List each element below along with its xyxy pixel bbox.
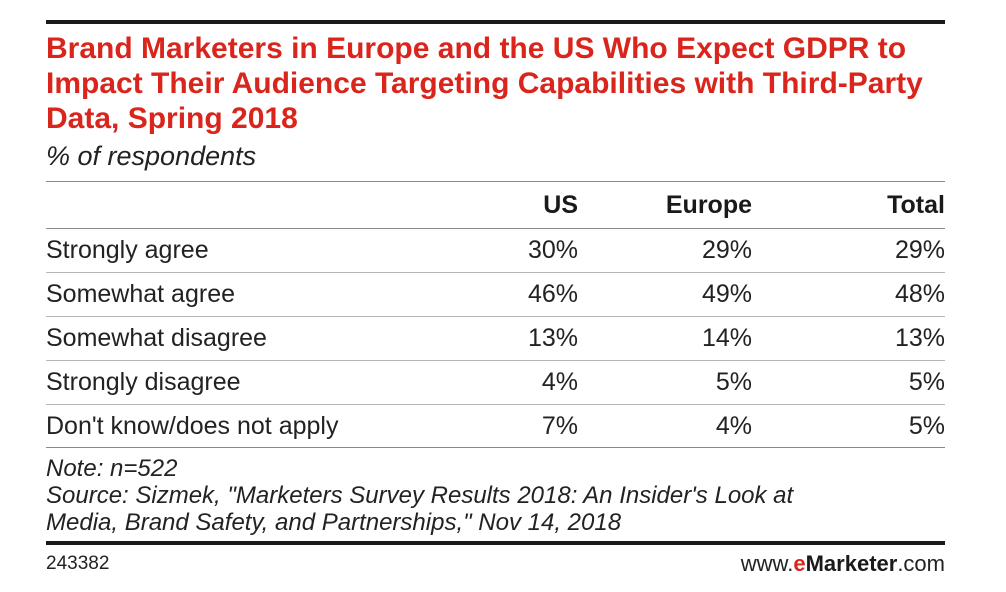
cell-total: 29% bbox=[752, 228, 945, 273]
data-table: US Europe Total Strongly agree 30% 29% 2… bbox=[46, 183, 945, 448]
cell-europe: 5% bbox=[578, 360, 752, 405]
row-label: Somewhat agree bbox=[46, 272, 526, 317]
chart-title: Brand Marketers in Europe and the US Who… bbox=[46, 32, 923, 135]
brand-e: e bbox=[793, 551, 806, 576]
cell-us: 7% bbox=[541, 412, 578, 440]
table-bottom-rule bbox=[46, 447, 945, 448]
chart-subtitle: % of respondents bbox=[46, 141, 257, 171]
cell-us: 13% bbox=[526, 316, 578, 361]
chart-id: 243382 bbox=[46, 553, 110, 574]
cell-total: 5% bbox=[752, 360, 945, 405]
cell-europe: 14% bbox=[578, 316, 752, 361]
column-header-us: US bbox=[526, 183, 578, 229]
row-label: Strongly agree bbox=[46, 228, 526, 273]
column-header-total: Total bbox=[752, 183, 945, 229]
table-header-row: US Europe Total bbox=[46, 183, 945, 229]
brand-name: Marketer bbox=[805, 551, 898, 576]
source-text-line2: Media, Brand Safety, and Partnerships," … bbox=[46, 509, 622, 536]
cell-us: 30% bbox=[526, 228, 578, 273]
chart-frame: Brand Marketers in Europe and the US Who… bbox=[46, 0, 945, 592]
cell-europe: 29% bbox=[578, 228, 752, 273]
table-row: Strongly agree 30% 29% 29% bbox=[46, 228, 945, 273]
footer-rule bbox=[46, 541, 945, 545]
cell-total: 48% bbox=[752, 272, 945, 317]
cell-us: 4% bbox=[526, 360, 578, 405]
brand-suffix: .com bbox=[897, 551, 945, 576]
cell-total: 13% bbox=[752, 316, 945, 361]
cell-total: 5% bbox=[908, 412, 945, 440]
note-text: Note: n=522 bbox=[46, 455, 178, 482]
row-label: Somewhat disagree bbox=[46, 316, 526, 361]
cell-europe: 4% bbox=[715, 412, 752, 440]
cell-us: 46% bbox=[526, 272, 578, 317]
header-rule bbox=[46, 181, 945, 182]
notes-block: Note: n=522 Source: Sizmek, "Marketers S… bbox=[46, 455, 945, 536]
table-row: Somewhat agree 46% 49% 48% bbox=[46, 272, 945, 317]
source-text-line1: Source: Sizmek, "Marketers Survey Result… bbox=[46, 482, 794, 509]
row-label: Don't know/does not apply bbox=[46, 412, 339, 440]
brand-prefix: www. bbox=[740, 551, 794, 576]
cell-europe: 49% bbox=[578, 272, 752, 317]
table-row: Strongly disagree 4% 5% 5% bbox=[46, 360, 945, 405]
top-rule bbox=[46, 20, 945, 24]
header-label-cell bbox=[46, 183, 526, 229]
brand-logo: www.eMarketer.com bbox=[741, 551, 945, 577]
table-row: Somewhat disagree 13% 14% 13% bbox=[46, 316, 945, 361]
table-row: Don't know/does not apply 7% 4% 5% bbox=[46, 405, 945, 449]
column-header-europe: Europe bbox=[578, 183, 752, 229]
row-label: Strongly disagree bbox=[46, 360, 526, 405]
